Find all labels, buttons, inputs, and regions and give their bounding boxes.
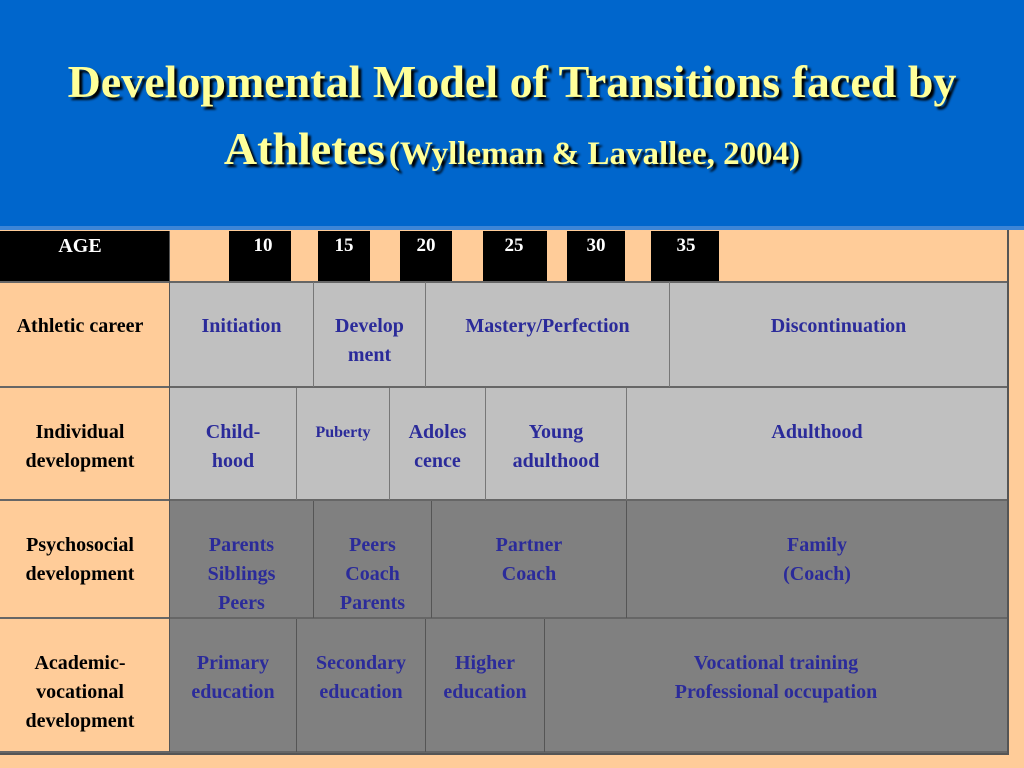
slide-title-citation: (Wylleman & Lavallee, 2004) <box>388 136 801 172</box>
cell-parents-siblings-peers: Parents Siblings Peers <box>207 534 276 614</box>
age-15: 15 <box>334 235 354 256</box>
label-column-divider <box>169 231 170 752</box>
cell-mastery-perfection: Mastery/Perfection <box>465 315 630 337</box>
row-divider <box>0 386 1007 388</box>
cell-divider <box>313 501 314 618</box>
slide-title-line2: Athletes (Wylleman & Lavallee, 2004) <box>0 122 1024 175</box>
row-label-individual-development: Individual development <box>25 421 135 472</box>
age-header-strip <box>0 231 170 281</box>
header-divider <box>0 226 1024 230</box>
age-strip-30 <box>567 231 625 281</box>
cell-divider <box>425 282 426 387</box>
cell-puberty: Puberty <box>315 424 371 441</box>
cell-higher-education: Higher education <box>443 652 527 703</box>
cell-divider <box>626 388 627 500</box>
age-strip-10 <box>229 231 291 281</box>
academic-vocational-band <box>170 619 1007 752</box>
cell-divider <box>389 388 390 500</box>
row-divider <box>0 281 1007 283</box>
cell-divider <box>431 501 432 618</box>
row-divider <box>0 499 1007 501</box>
cell-divider <box>626 501 627 618</box>
age-35: 35 <box>676 235 696 256</box>
athletic-career-band <box>170 282 1007 387</box>
cell-development: Develop ment <box>335 315 404 366</box>
row-label-athletic-career: Athletic career <box>16 315 144 337</box>
cell-divider <box>544 619 545 752</box>
cell-peers-coach-parents: Peers Coach Parents <box>339 534 406 614</box>
age-strip-35 <box>651 231 719 281</box>
cell-family-coach: Family (Coach) <box>783 534 851 585</box>
cell-divider <box>425 619 426 752</box>
cell-initiation: Initiation <box>201 315 282 337</box>
age-20: 20 <box>416 235 436 256</box>
row-divider <box>0 617 1007 619</box>
age-25: 25 <box>504 235 524 256</box>
psychosocial-development-band <box>170 501 1007 618</box>
cell-primary-education: Primary education <box>191 652 275 703</box>
cell-divider <box>669 282 670 387</box>
cell-adolescence: Adoles cence <box>408 421 467 472</box>
slide-title-main: Athletes <box>223 123 385 174</box>
cell-partner-coach: Partner Coach <box>495 534 563 585</box>
age-30: 30 <box>586 235 606 256</box>
age-10: 10 <box>253 235 273 256</box>
cell-divider <box>296 388 297 500</box>
age-header-label: AGE <box>58 235 102 257</box>
cell-secondary-education: Secondary education <box>316 652 406 703</box>
cell-divider <box>313 282 314 387</box>
age-strip-15 <box>318 231 370 281</box>
cell-childhood: Child- hood <box>205 421 261 472</box>
cell-vocational-professional: Vocational training Professional occupat… <box>674 652 878 703</box>
cell-adulthood: Adulthood <box>771 421 863 443</box>
age-strip-20 <box>400 231 452 281</box>
individual-development-band <box>170 388 1007 500</box>
row-label-academic-vocational-development: Academic- vocational development <box>25 652 135 732</box>
cell-divider <box>485 388 486 500</box>
cell-young-adulthood: Young adulthood <box>512 421 600 472</box>
slide-header: Developmental Model of Transitions faced… <box>0 0 1024 226</box>
row-divider <box>0 751 1007 753</box>
age-strip-25 <box>483 231 547 281</box>
cell-discontinuation: Discontinuation <box>770 315 907 337</box>
row-label-psychosocial-development: Psychosocial development <box>25 534 135 585</box>
slide-title-line1: Developmental Model of Transitions faced… <box>67 56 957 107</box>
cell-divider <box>296 619 297 752</box>
